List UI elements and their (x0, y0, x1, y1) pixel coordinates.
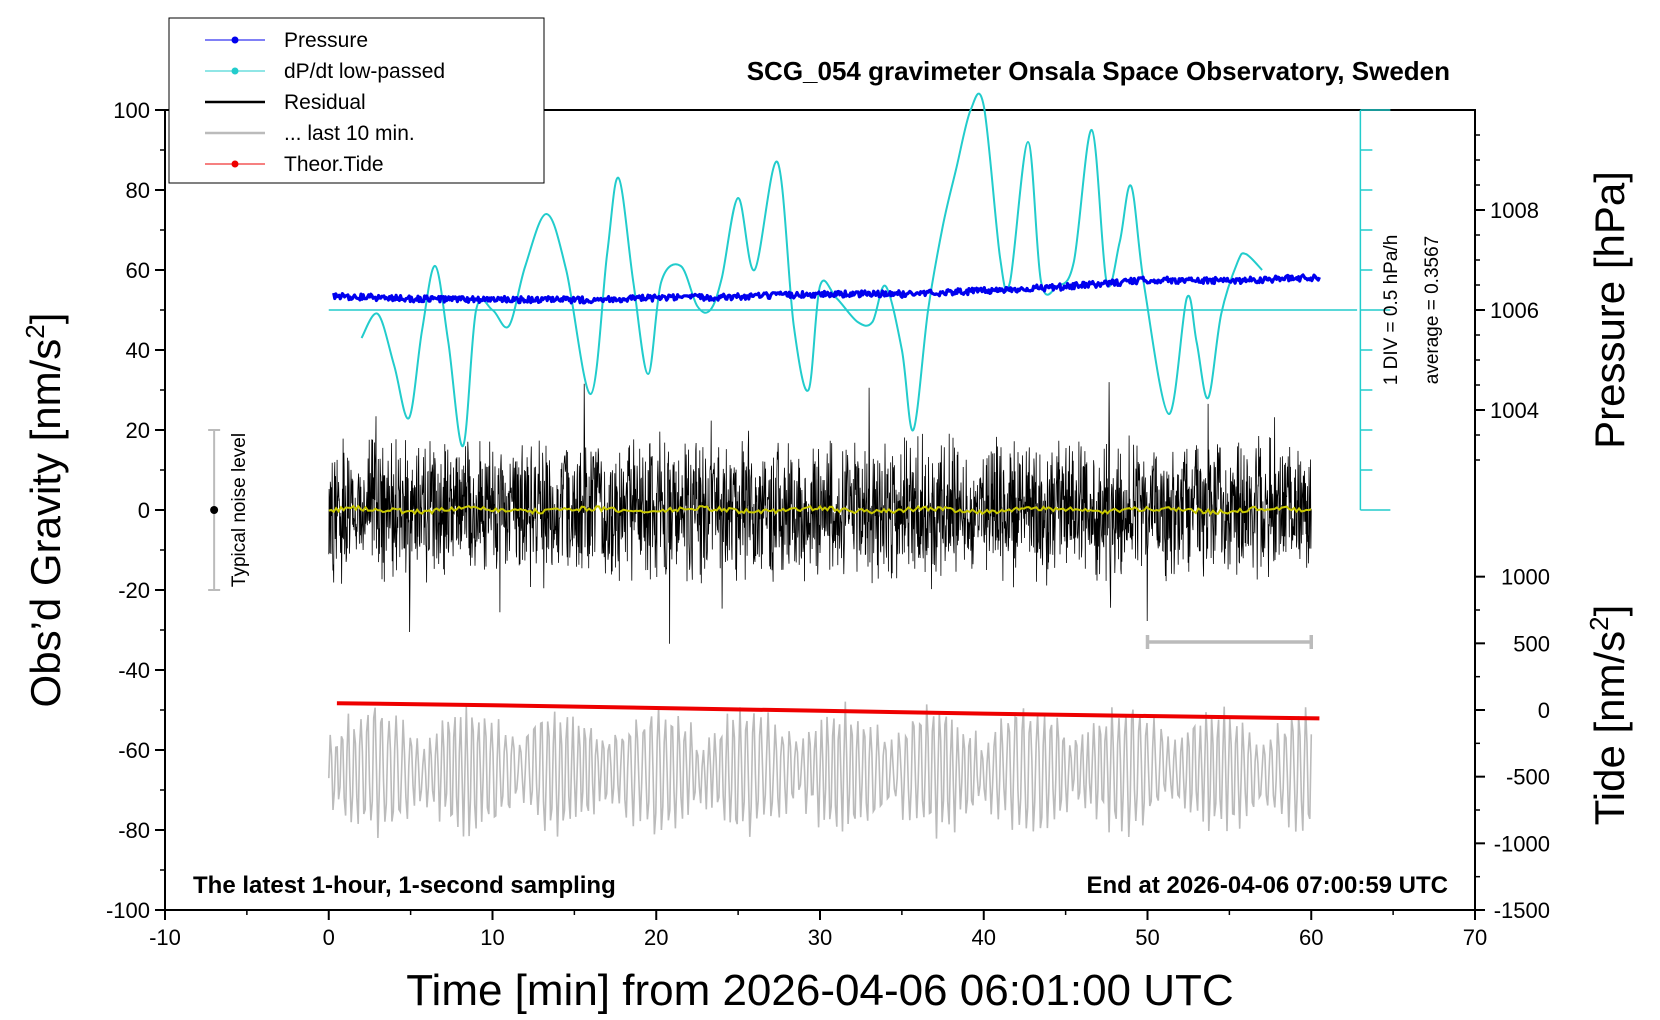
tide-axis-title-main: Tide [nm/s (1586, 631, 1633, 826)
legend-label: ... last 10 min. (284, 122, 415, 145)
pressure-tick-label: 1006 (1490, 298, 1539, 323)
x-tick-label: 50 (1135, 925, 1159, 950)
x-tick-label: 0 (323, 925, 335, 950)
annotation-sampling: The latest 1-hour, 1-second sampling (193, 872, 616, 899)
series-dpdt-line (360, 92, 1263, 448)
legend-items: Pressure dP/dt low-passed Residual ... last… (205, 29, 445, 176)
chart-title: SCG_054 gravimeter Onsala Space Observat… (747, 56, 1450, 86)
tide-tick-label: 500 (1513, 631, 1550, 656)
legend-label: Theor.Tide (284, 153, 384, 176)
series-residual-line (328, 382, 1312, 644)
div-label: 1 DIV = 0.5 hPa/h (1381, 235, 1402, 386)
tide-axis-title-end: ] (1586, 605, 1633, 617)
y-tick-label: 80 (126, 178, 150, 203)
tide-tick-label: 0 (1538, 698, 1550, 723)
series-last10-line (328, 701, 1313, 839)
pressure-axis-title: Pressure [hPa] (1586, 171, 1633, 449)
y-axis-title-main: Obs’d Gravity [nm/s (22, 339, 69, 708)
series-residual-smoothed (328, 504, 1312, 516)
annotation-end-time: End at 2026-04-06 07:00:59 UTC (1087, 872, 1449, 899)
legend-label: Residual (284, 91, 366, 114)
legend-item: Theor.Tide (205, 153, 384, 176)
tide-tick-label: -500 (1506, 765, 1550, 790)
y-axis-title-end: ] (22, 313, 69, 325)
data-layer (208, 92, 1391, 839)
x-tick-label: 20 (644, 925, 668, 950)
x-axis-title: Time [min] from 2026-04-06 06:01:00 UTC (406, 966, 1233, 1015)
legend-swatch-dot (231, 36, 239, 44)
average-label: average = 0.3567 (1422, 236, 1443, 384)
y-tick-label: -60 (118, 738, 150, 763)
y-tick-label: 0 (138, 498, 150, 523)
y-tick-label: 100 (113, 98, 150, 123)
y-tick-label: -80 (118, 818, 150, 843)
legend-label: Pressure (284, 29, 368, 52)
x-tick-label: 70 (1463, 925, 1487, 950)
x-tick-label: -10 (149, 925, 181, 950)
tide-tick-label: -1000 (1494, 831, 1550, 856)
legend-swatch-dot (231, 67, 239, 75)
y-axis-title-sup: 2 (20, 324, 50, 338)
legend-swatch-dot (231, 160, 239, 168)
y-tick-label: -20 (118, 578, 150, 603)
legend-item: ... last 10 min. (205, 122, 415, 145)
legend-box (168, 17, 545, 184)
y-axis-title: Obs’d Gravity [nm/s2] (20, 313, 69, 708)
y-tick-label: -40 (118, 658, 150, 683)
legend-item: Pressure (205, 29, 368, 52)
noise-level-label: Typical noise level (229, 433, 250, 587)
x-tick-label: 60 (1299, 925, 1323, 950)
pressure-tick-label: 1008 (1490, 198, 1539, 223)
x-tick-label: 40 (972, 925, 996, 950)
axes-layer: -10 0 10 20 30 40 50 60 70100806040200-20-40-60-… (106, 98, 1550, 950)
legend: Pressure dP/dt low-passed Residual ... last… (168, 17, 545, 184)
y-tick-label: 40 (126, 338, 150, 363)
x-tick-label: 30 (808, 925, 832, 950)
series-tide-line (336, 701, 1320, 721)
legend-item: Residual (205, 91, 366, 114)
tide-tick-label: 1000 (1501, 565, 1550, 590)
y-tick-label: -100 (106, 898, 150, 923)
legend-item: dP/dt low-passed (205, 60, 445, 83)
tide-axis-title: Tide [nm/s2] (1584, 605, 1633, 826)
y-tick-label: 20 (126, 418, 150, 443)
series-pressure-line (332, 273, 1321, 305)
tide-tick-label: -1500 (1494, 898, 1550, 923)
legend-label: dP/dt low-passed (284, 60, 445, 83)
y-tick-label: 60 (126, 258, 150, 283)
x-tick-label: 10 (480, 925, 504, 950)
noise-bar-center-dot (210, 506, 219, 514)
tide-axis-title-sup: 2 (1584, 616, 1614, 630)
pressure-tick-label: 1004 (1490, 398, 1539, 423)
